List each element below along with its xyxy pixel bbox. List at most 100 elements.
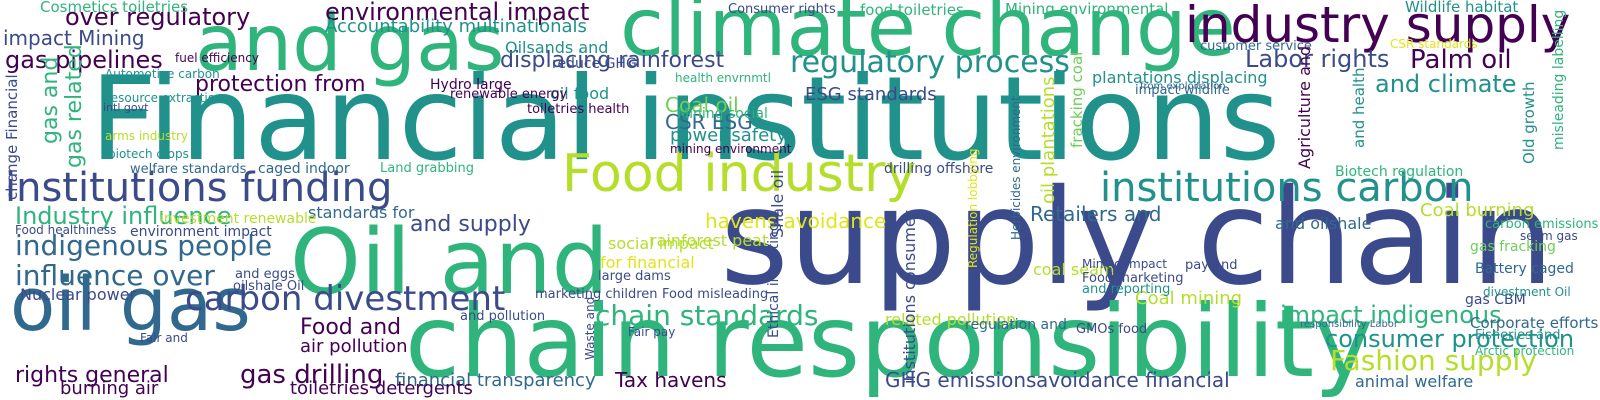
- cloud-word: Old growth: [1520, 81, 1538, 164]
- cloud-word: rainforest peat: [650, 231, 769, 250]
- cloud-word: Automotive carbon: [105, 67, 220, 81]
- cloud-word: gas related: [62, 44, 87, 168]
- cloud-word: impact indigenous: [1280, 301, 1502, 329]
- cloud-word: regulatory process: [790, 45, 1070, 80]
- cloud-word: financial transparency: [395, 370, 596, 391]
- cloud-word: investment renewable: [160, 211, 317, 227]
- cloud-word: Oilsands and: [505, 38, 609, 57]
- cloud-word: gas and: [38, 56, 63, 144]
- cloud-word: Retailers and: [1030, 202, 1162, 226]
- cloud-word: Consumer rights: [728, 2, 836, 17]
- cloud-word: Food marketing: [1082, 271, 1184, 286]
- cloud-word: carbon emissions: [1485, 217, 1599, 232]
- cloud-word: arms industry: [105, 129, 188, 143]
- cloud-word: Food and: [300, 315, 402, 340]
- cloud-word: chain responsibility: [405, 283, 1374, 400]
- cloud-word: change Financial: [3, 74, 21, 200]
- cloud-word: Resource extraction: [103, 91, 223, 105]
- cloud-word: Nuclear power: [20, 285, 137, 304]
- cloud-word: intl govt: [103, 101, 149, 114]
- cloud-word: CSR ESG: [665, 110, 753, 134]
- cloud-word: divestment Oil: [1483, 285, 1571, 299]
- cloud-word: supply chain: [720, 161, 1555, 315]
- cloud-word: for financial: [600, 253, 695, 272]
- cloud-word: biotech crops: [108, 147, 189, 161]
- cloud-word: drilling offshore: [884, 161, 994, 177]
- cloud-word: Industry influence: [15, 202, 232, 230]
- cloud-word: pay and: [1185, 258, 1238, 273]
- cloud-word: Hydro large: [430, 77, 512, 93]
- cloud-word: oil gas: [10, 262, 251, 348]
- cloud-word: standards for: [308, 203, 415, 222]
- cloud-word: havens avoidance: [705, 209, 887, 233]
- cloud-word: and reporting: [1082, 282, 1171, 297]
- cloud-word: influence over: [15, 259, 215, 292]
- cloud-word: impact Mining: [3, 26, 145, 50]
- cloud-word: large dams: [598, 269, 671, 284]
- cloud-word: Fisheries and: [1475, 328, 1561, 343]
- cloud-word: plantations displacing: [1092, 68, 1268, 87]
- cloud-word: coal seam: [1033, 260, 1115, 279]
- cloud-word: air pollution: [300, 336, 408, 357]
- cloud-word: Mining impact: [1082, 257, 1167, 271]
- cloud-word: over regulatory: [65, 3, 251, 31]
- cloud-word: seam gas: [1520, 229, 1578, 243]
- cloud-word: Mining social: [677, 106, 768, 122]
- cloud-word: food toiletries: [860, 1, 964, 19]
- cloud-word: GHG emissions: [885, 368, 1037, 392]
- cloud-word: and gas: [195, 0, 505, 89]
- cloud-word: and health: [1350, 67, 1368, 148]
- cloud-word: Agriculture and: [1295, 45, 1314, 169]
- cloud-word: gas drilling: [240, 360, 384, 390]
- cloud-word: Land grabbing: [380, 161, 475, 176]
- cloud-word: protection from: [195, 72, 366, 97]
- cloud-word: customer service: [1200, 39, 1312, 54]
- cloud-word: Waste and: [583, 296, 597, 360]
- cloud-word: regulation and: [965, 317, 1067, 333]
- cloud-word: Biotech regulation: [1335, 164, 1464, 180]
- cloud-word: Coal burning: [1420, 200, 1535, 221]
- cloud-word: related pollution: [885, 310, 1017, 329]
- cloud-word: Coal mining: [1135, 288, 1243, 309]
- cloud-word: CSR standards: [1390, 37, 1478, 51]
- cloud-word: and oilshale: [1275, 214, 1372, 233]
- cloud-word: Tax havens: [615, 368, 727, 392]
- cloud-word: environment impact: [130, 224, 272, 240]
- cloud-word: Mining environmental: [1005, 0, 1169, 18]
- cloud-word: gas pipelines: [5, 46, 163, 74]
- cloud-word: institutions funding: [5, 165, 393, 211]
- cloud-word: institutions consumer: [900, 210, 919, 384]
- cloud-word: health envrnmtl: [675, 71, 771, 85]
- cloud-word: indigenous people: [15, 229, 273, 262]
- cloud-word: Accountability multinationals: [325, 16, 587, 37]
- cloud-word: fuel efficiency: [175, 51, 259, 65]
- cloud-word: Coal oil: [665, 93, 739, 117]
- cloud-word: renewable energy: [450, 87, 568, 102]
- cloud-word: oilshale Oil: [233, 279, 305, 294]
- cloud-word: toiletries health: [527, 102, 630, 117]
- cloud-word: power safety: [670, 125, 787, 146]
- cloud-word: Regulation lobbying: [966, 148, 980, 268]
- cloud-word: environmental impact: [325, 0, 590, 26]
- cloud-word: Food misleading: [662, 287, 769, 302]
- cloud-word: Fashion supply: [1330, 344, 1537, 377]
- cloud-word: institutions carbon: [1100, 165, 1474, 211]
- cloud-word: Herbicides environment: [1009, 96, 1023, 240]
- cloud-word: Wildlife habitat: [1405, 0, 1519, 16]
- cloud-word: ESG standards: [805, 84, 937, 105]
- cloud-word: and climate: [1375, 70, 1517, 98]
- cloud-word: toiletries detergents: [290, 378, 473, 399]
- cloud-word: fracking coal: [1068, 51, 1086, 148]
- cloud-word: social impact: [608, 234, 714, 253]
- cloud-word: misleading labelling: [1551, 9, 1567, 150]
- cloud-word: avoidance financial: [1036, 368, 1230, 392]
- cloud-word: Cosmetics toiletries: [40, 0, 189, 16]
- cloud-word: industry supply: [1185, 0, 1571, 54]
- cloud-word: Financial institutions: [90, 52, 1281, 187]
- cloud-word: rights general: [15, 363, 169, 388]
- cloud-word: chain standards: [595, 299, 819, 332]
- cloud-word: consumer protection: [1325, 325, 1575, 353]
- cloud-word: oil food: [550, 84, 610, 103]
- cloud-word: Fair pay: [628, 325, 676, 339]
